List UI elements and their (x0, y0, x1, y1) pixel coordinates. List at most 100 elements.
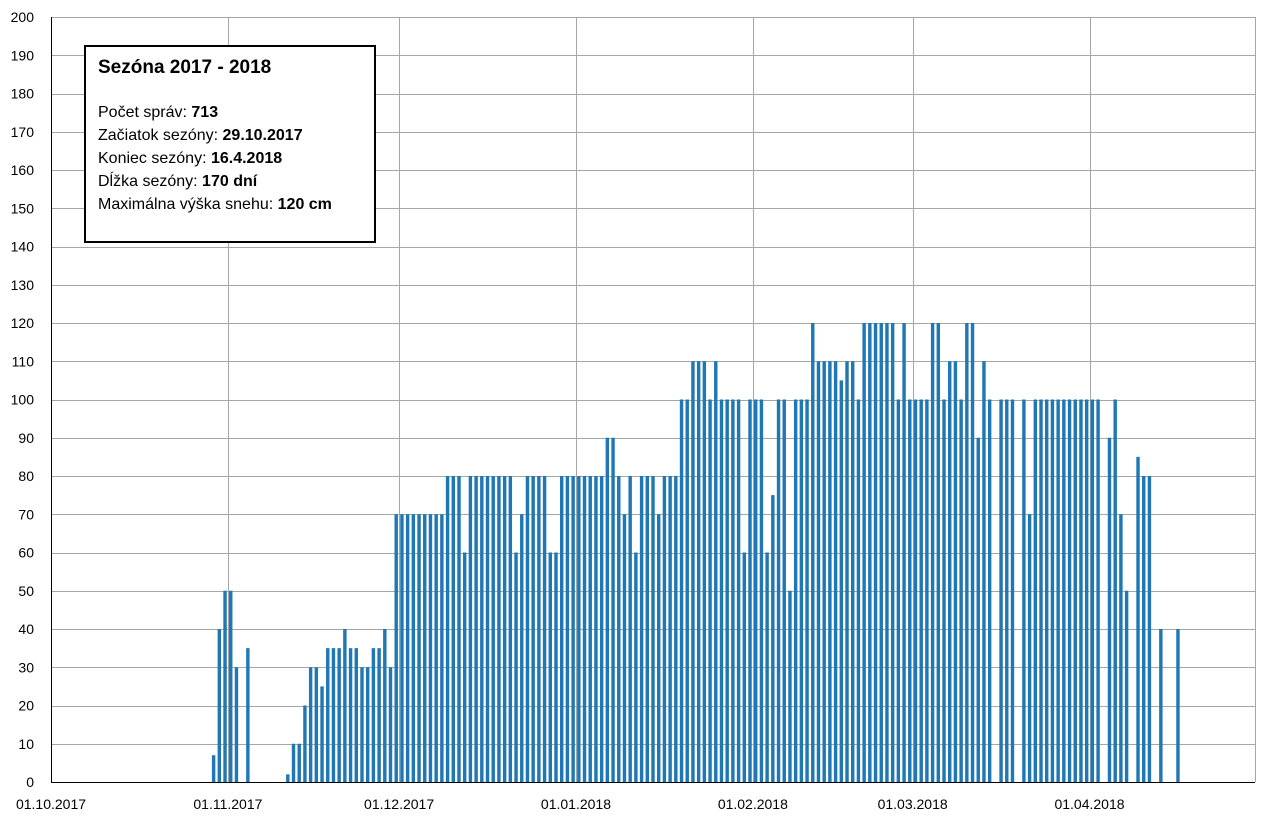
bar (925, 399, 929, 782)
bar (851, 361, 855, 782)
bar (365, 667, 370, 782)
bar (793, 399, 798, 782)
info-row-max-snow: Maximálna výška snehu: 120 cm (98, 193, 362, 216)
bar (383, 629, 387, 782)
y-tick-label: 40 (18, 621, 34, 637)
bar (970, 323, 975, 782)
bar (1142, 476, 1146, 782)
bar (474, 476, 478, 782)
bar (965, 323, 969, 782)
bar (759, 399, 764, 782)
bar (1039, 399, 1043, 782)
bar (862, 323, 866, 782)
x-gridlines (51, 17, 1256, 782)
info-label: Začiatok sezóny: (98, 127, 219, 144)
y-tick-label: 190 (11, 47, 35, 63)
bar (1073, 399, 1077, 782)
season-info-box: Sezóna 2017 - 2018 Počet správ: 713 Zači… (84, 45, 376, 243)
bar (1067, 399, 1072, 782)
bar (514, 552, 518, 782)
y-tick-label: 150 (11, 200, 35, 216)
bar (594, 476, 598, 782)
season-title: Sezóna 2017 - 2018 (98, 57, 272, 78)
bar (1107, 437, 1112, 782)
y-gridlines (51, 17, 1255, 783)
bar (571, 476, 575, 782)
bar (1119, 514, 1123, 782)
bar (565, 476, 570, 782)
bar (868, 323, 872, 782)
bar (685, 399, 689, 782)
bar (1084, 399, 1089, 782)
bar (520, 514, 524, 782)
bar (982, 361, 986, 782)
bar (423, 514, 427, 782)
bar (902, 323, 906, 782)
bar (742, 552, 747, 782)
bar (611, 437, 615, 782)
info-value: 713 (191, 104, 219, 121)
bar (348, 648, 353, 783)
bar (582, 476, 587, 782)
x-tick-label: 01.02.2018 (718, 796, 788, 812)
bar (605, 437, 610, 782)
bar (839, 380, 844, 783)
bar (908, 399, 912, 782)
bar (651, 476, 655, 782)
bar (736, 399, 741, 782)
bar (873, 323, 878, 782)
bar (337, 648, 341, 783)
bar (942, 399, 946, 782)
info-value: 120 cm (277, 196, 332, 213)
bar (485, 476, 490, 782)
y-tick-label: 140 (11, 239, 35, 255)
bar (822, 361, 826, 782)
info-value: 16.4.2018 (210, 150, 283, 167)
y-tick-label: 110 (12, 353, 35, 369)
bar (554, 552, 558, 782)
bar (731, 399, 735, 782)
bar (890, 323, 895, 782)
bar (1147, 476, 1152, 782)
info-row-season-start: Začiatok sezóny: 29.10.2017 (98, 124, 362, 147)
info-value: 29.10.2017 (222, 127, 303, 144)
bar (508, 476, 513, 782)
bar (782, 399, 786, 782)
bar (725, 399, 729, 782)
y-tick-label: 130 (11, 277, 35, 293)
bar (468, 476, 473, 782)
bar (326, 648, 330, 783)
bar (856, 399, 861, 782)
bar-series (211, 323, 1180, 783)
y-tick-label: 10 (18, 736, 34, 752)
bar (1045, 399, 1049, 782)
bar (297, 743, 301, 782)
bar (588, 476, 592, 782)
bar (211, 755, 216, 782)
bar (440, 514, 444, 782)
bar (480, 476, 484, 782)
y-tick-label: 80 (18, 468, 34, 484)
bar (217, 629, 222, 782)
bar (748, 399, 752, 782)
info-label: Maximálna výška snehu: (98, 196, 274, 213)
bar (303, 705, 307, 782)
x-tick-label: 01.01.2018 (541, 796, 611, 812)
y-tick-label: 70 (18, 506, 34, 522)
bar (405, 514, 410, 782)
bar (708, 399, 712, 782)
bar (451, 476, 455, 782)
bar (1050, 399, 1055, 782)
y-tick-label: 60 (18, 545, 34, 561)
bar (617, 476, 621, 782)
bar (1124, 590, 1129, 782)
y-tick-label: 100 (11, 392, 35, 408)
bar (1090, 399, 1095, 782)
bar (394, 514, 398, 782)
y-tick-label: 90 (18, 430, 34, 446)
bar (229, 590, 233, 782)
y-tick-label: 30 (18, 659, 34, 675)
bar (331, 648, 336, 783)
bar (662, 476, 667, 782)
bar (833, 361, 838, 782)
